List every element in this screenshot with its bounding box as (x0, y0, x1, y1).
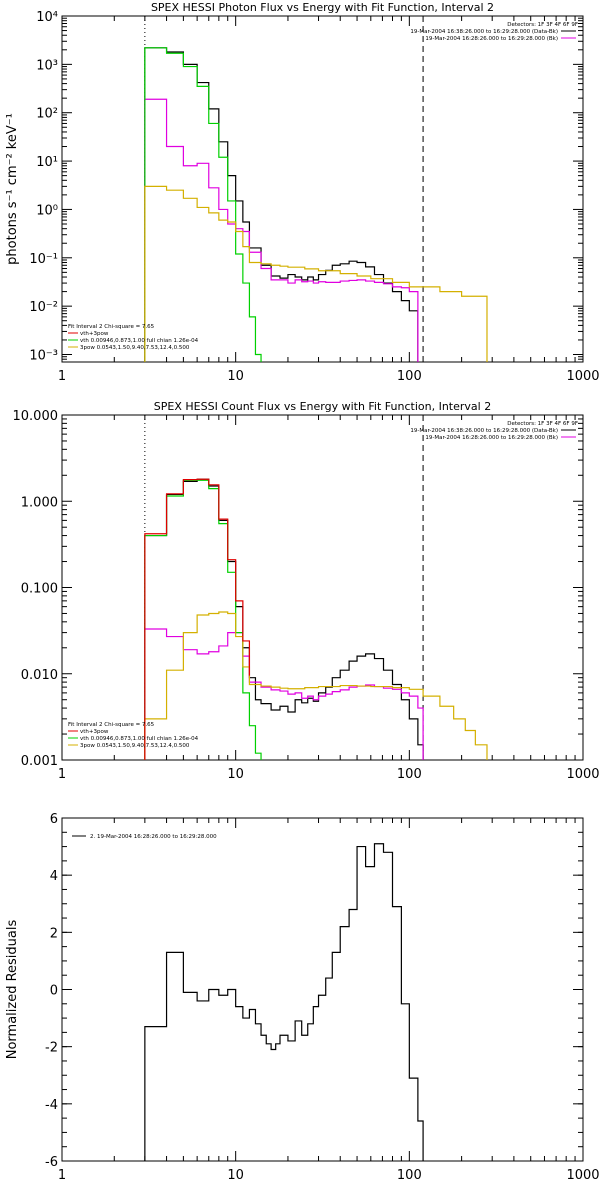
legend-entry: Detectors: 1F 3F 4F 6F 9F (507, 22, 578, 28)
legend-entry: Detectors: 1F 3F 4F 6F 9F (507, 421, 578, 427)
legend-entry: 19-Mar-2004 16:38:26.000 to 16:29:28.000… (410, 428, 558, 434)
y-tick-label: 0.100 (21, 582, 58, 597)
series-line-1 (144, 98, 419, 362)
x-tick-label: 10 (227, 369, 244, 384)
y-axis-label: photons s⁻¹ cm⁻² keV⁻¹ (5, 113, 20, 265)
series-line-0 (144, 843, 424, 1161)
series-line-2 (144, 47, 262, 362)
x-tick-label: 1 (58, 369, 66, 384)
legend-entry: 19-Mar-2004 16:28:26.000 to 16:29:28.000… (425, 36, 558, 42)
x-tick-label: 10 (227, 1168, 244, 1183)
y-tick-label: 0.001 (21, 754, 58, 769)
x-tick-label: 10 (227, 767, 244, 782)
y-tick-label: 6 (50, 812, 58, 827)
photon-flux-panel: SPEX HESSI Photon Flux vs Energy with Fi… (5, 1, 600, 384)
residuals-panel: 1 10 100 1000 -6 -4 -2 0 2 4 6 Normalized Residuals… (5, 812, 600, 1183)
x-tick-label: 100 (397, 369, 422, 384)
y-tick-label: 10¹ (36, 155, 58, 170)
y-tick-label: 10⁻³ (29, 349, 58, 364)
chart-title: SPEX HESSI Count Flux vs Energy with Fit… (154, 400, 491, 413)
y-tick-label: 4 (50, 869, 58, 884)
legend-entry: 19-Mar-2004 16:38:26.000 to 16:29:28.000… (410, 29, 558, 35)
y-tick-label: 10.000 (13, 409, 59, 424)
y-tick-label: 0 (50, 984, 58, 999)
series-line-1 (144, 628, 424, 760)
legend-entry: 3pow 0.0543,1.50,9.40,7.53,12.4,0.500 (80, 743, 190, 749)
legend-entry: vth 0.00946,0.873,1.00 full chian 1.26e-… (80, 736, 199, 742)
plot-frame (61, 15, 584, 363)
x-tick-label: 1 (58, 1168, 66, 1183)
y-tick-label: -6 (45, 1155, 58, 1170)
y-tick-label: 0.010 (21, 668, 58, 683)
y-tick-label: -4 (45, 1098, 58, 1113)
x-tick-label: 1000 (566, 369, 599, 384)
y-tick-label: 1.000 (21, 495, 58, 510)
x-tick-label: 1 (58, 767, 66, 782)
legend-entry: 2. 19-Mar-2004 16:28:26.000 to 16:29:28.… (90, 834, 217, 840)
legend-entry: vth 0.00946,0.873,1.00 full chian 1.26e-… (80, 338, 199, 344)
series-line-0 (144, 47, 419, 362)
series-line-3 (144, 611, 488, 760)
y-axis-label: Normalized Residuals (5, 920, 20, 1060)
series-group (144, 478, 488, 760)
y-tick-label: 10² (36, 107, 58, 122)
y-tick-label: 10⁻¹ (29, 252, 58, 267)
series-line-3 (144, 185, 488, 362)
series-line-4 (144, 478, 251, 760)
y-tick-label: -2 (45, 1041, 58, 1056)
series-group (144, 47, 488, 362)
x-tick-label: 100 (397, 1168, 422, 1183)
legend-entry: 19-Mar-2004 16:28:26.000 to 16:29:28.000… (425, 435, 558, 441)
y-tick-label: 10⁴ (36, 10, 58, 25)
x-tick-label: 100 (397, 767, 422, 782)
x-tick-label: 1000 (566, 1168, 599, 1183)
y-tick-label: 2 (50, 926, 58, 941)
y-tick-label: 10³ (36, 58, 58, 73)
series-group (144, 843, 424, 1161)
y-tick-label: 10⁰ (36, 203, 58, 218)
count-flux-panel: SPEX HESSI Count Flux vs Energy with Fit… (13, 400, 600, 782)
legend-entry: Fit Interval 2 Chi-square = 7.65 (68, 324, 155, 330)
y-tick-label: 10⁻² (29, 300, 58, 315)
chart-title: SPEX HESSI Photon Flux vs Energy with Fi… (151, 1, 494, 14)
x-tick-label: 1000 (566, 767, 599, 782)
plot-frame (61, 414, 584, 761)
legend-entry: vth+3pow (80, 729, 109, 735)
legend-entry: Fit Interval 2 Chi-square = 7.65 (68, 722, 155, 728)
legend-entry: vth+3pow (80, 331, 109, 337)
legend-entry: 3pow 0.0543,1.50,9.40,7.53,12.4,0.500 (80, 345, 190, 351)
plot-frame (61, 817, 584, 1162)
